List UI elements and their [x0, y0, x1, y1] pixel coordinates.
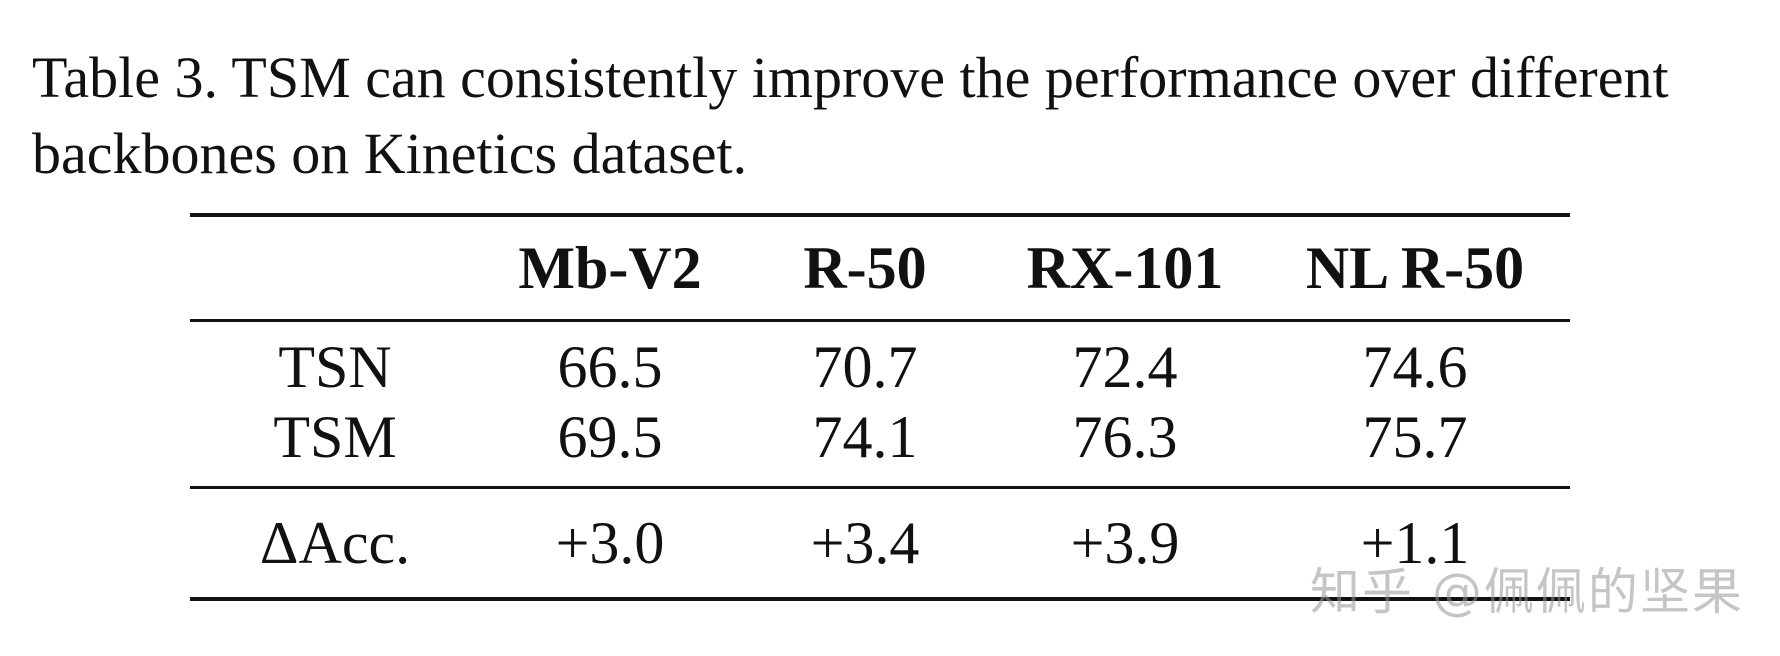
- table-cell: 75.7: [1362, 403, 1468, 470]
- table-row-tsm: TSM 69.5 74.1 76.3 75.7: [190, 402, 1570, 488]
- header-row: Mb-V2 R-50 RX-101 NL R-50: [190, 215, 1570, 321]
- table-row-delta-acc: ΔAcc. +3.0 +3.4 +3.9 +1.1: [190, 487, 1570, 599]
- table-caption: Table 3. TSM can consistently improve th…: [32, 45, 1669, 186]
- results-table-container: Mb-V2 R-50 RX-101 NL R-50 TSN 66.5 70.7 …: [190, 213, 1570, 601]
- header-r50: R-50: [803, 234, 927, 301]
- table-cell: 74.1: [812, 403, 918, 470]
- table-cell: +3.0: [555, 509, 665, 576]
- row-label: ΔAcc.: [259, 509, 411, 576]
- row-label: TSM: [273, 403, 397, 470]
- table-cell: 76.3: [1072, 403, 1178, 470]
- table-cell: 66.5: [557, 333, 663, 400]
- table-cell: +3.4: [810, 509, 920, 576]
- table-row-tsn: TSN 66.5 70.7 72.4 74.6: [190, 321, 1570, 403]
- table-cell: 70.7: [812, 333, 918, 400]
- header-nl-r50: NL R-50: [1305, 234, 1525, 301]
- header-empty: [190, 215, 480, 321]
- table-cell: +3.9: [1070, 509, 1180, 576]
- table-cell: 72.4: [1072, 333, 1178, 400]
- row-label: TSN: [278, 333, 392, 400]
- header-mbv2: Mb-V2: [518, 234, 702, 301]
- results-table: Mb-V2 R-50 RX-101 NL R-50 TSN 66.5 70.7 …: [190, 213, 1570, 601]
- table-cell: +1.1: [1360, 509, 1470, 576]
- table-cell: 69.5: [557, 403, 663, 470]
- header-rx101: RX-101: [1026, 234, 1224, 301]
- table-cell: 74.6: [1362, 333, 1468, 400]
- watermark: 知乎 @佩佩的坚果: [1310, 563, 1744, 621]
